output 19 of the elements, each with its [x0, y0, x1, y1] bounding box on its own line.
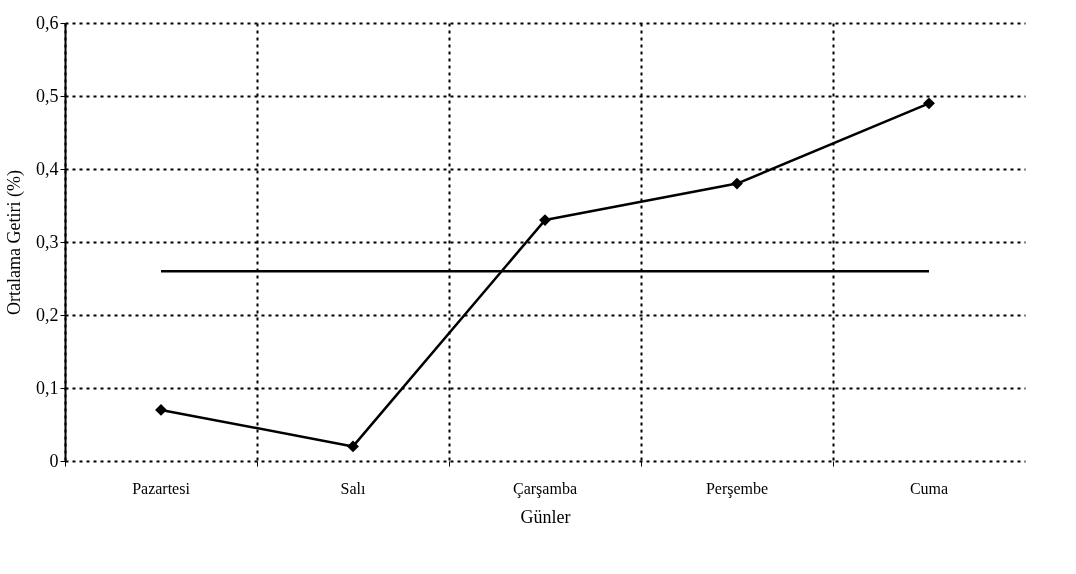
y-tick-label: 0,2: [36, 304, 59, 325]
point: [731, 177, 743, 190]
y-tick-label: 0: [49, 450, 59, 471]
x-tick-label: Çarşamba: [513, 479, 577, 498]
y-tick-label: 0,1: [36, 377, 59, 398]
x-tick-label: Cuma: [909, 479, 949, 497]
x-axis-title: Günler: [520, 506, 571, 527]
x-tick-label: Salı: [340, 479, 366, 497]
point: [347, 440, 359, 453]
y-axis-title: Ortalama Getiri (%): [4, 170, 25, 315]
y-tick-label: 0,4: [36, 158, 59, 179]
point: [539, 214, 551, 227]
x-tick-label: Perşembe: [705, 479, 769, 498]
x-tick-label: Pazartesi: [132, 479, 191, 497]
y-tick-label: 0,6: [36, 12, 59, 33]
point: [155, 403, 167, 416]
y-tick-label: 0,5: [36, 85, 59, 106]
point: [923, 97, 935, 110]
y-tick-label: 0,3: [36, 231, 59, 252]
